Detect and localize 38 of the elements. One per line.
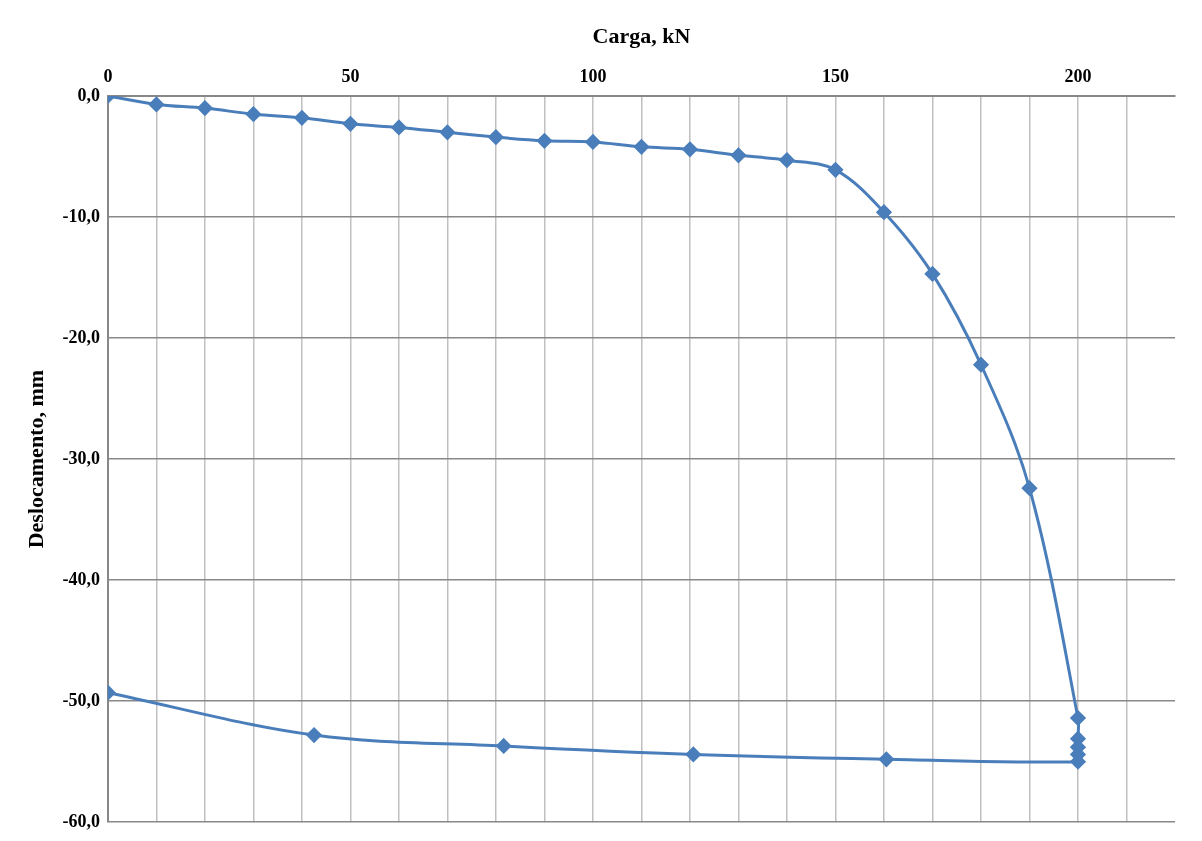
point [924, 266, 940, 282]
x-tick-label: 200 [1064, 65, 1092, 86]
point [439, 124, 455, 140]
point [973, 357, 989, 373]
y-axis-title: Deslocamento, mm [22, 369, 48, 549]
point [488, 129, 504, 145]
point [876, 204, 892, 220]
point [730, 147, 746, 163]
x-axis-title: Carga, kN [592, 22, 691, 48]
y-tick-label: 0,0 [77, 84, 100, 105]
x-tick-label: 50 [341, 65, 360, 86]
point [633, 139, 649, 155]
y-tick-label: -10,0 [62, 205, 100, 226]
point [496, 738, 512, 754]
y-tick-label: -40,0 [62, 568, 100, 589]
x-tick-label: 0 [103, 65, 113, 86]
x-tick-label: 100 [579, 65, 607, 86]
y-tick-label: -20,0 [62, 326, 100, 347]
point [197, 100, 213, 116]
y-tick-label: -60,0 [62, 810, 100, 831]
point [391, 119, 407, 135]
point [682, 141, 698, 157]
point [245, 106, 261, 122]
point [585, 134, 601, 150]
point [878, 751, 894, 767]
point [342, 116, 358, 132]
point [294, 110, 310, 126]
x-tick-label: 150 [821, 65, 849, 86]
point [685, 746, 701, 762]
y-tick-label: -50,0 [62, 689, 100, 710]
point [827, 162, 843, 178]
point [1021, 480, 1037, 496]
point [779, 152, 795, 168]
point [1070, 710, 1086, 726]
point [148, 96, 164, 112]
y-tick-label: -30,0 [62, 447, 100, 468]
point [536, 133, 552, 149]
point [306, 727, 322, 743]
